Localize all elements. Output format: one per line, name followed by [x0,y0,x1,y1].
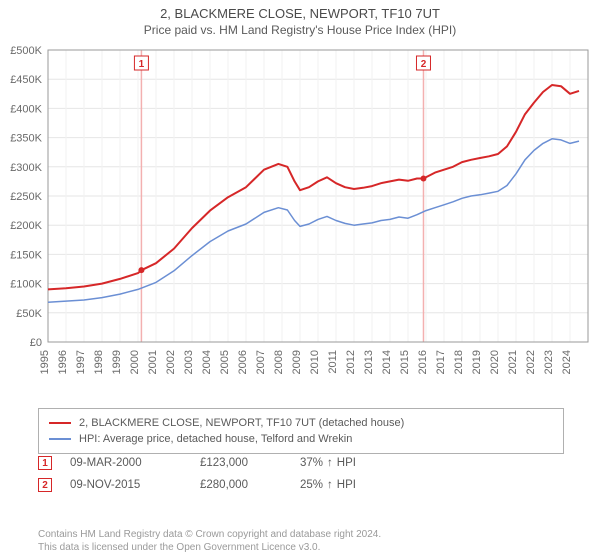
x-tick-label: 2006 [237,350,249,374]
legend-label: 2, BLACKMERE CLOSE, NEWPORT, TF10 7UT (d… [79,417,404,429]
x-tick-label: 2024 [561,350,573,374]
x-tick-label: 2001 [147,350,159,374]
attribution-line-2: This data is licensed under the Open Gov… [38,541,381,554]
x-tick-label: 2005 [219,350,231,374]
y-tick-label: £200K [10,220,42,232]
x-tick-label: 2008 [273,350,285,374]
legend-swatch [49,438,71,440]
marker-price: £123,000 [200,457,300,469]
x-tick-label: 2015 [399,350,411,374]
chart-svg: £0 £50K £100K £150K £200K £250K £300K £350K £400… [0,42,600,402]
chart-title: 2, BLACKMERE CLOSE, NEWPORT, TF10 7UT [0,0,600,21]
x-tick-label: 2011 [327,350,339,374]
y-tick-label: £300K [10,162,42,174]
x-tick-label: 2002 [165,350,177,374]
x-tick-label: 2007 [255,350,267,374]
marker-table: 1 09-MAR-2000£123,00037%↑HPI 2 09-NOV-2015£… [38,452,380,496]
x-tick-label: 2018 [453,350,465,374]
legend-label: HPI: Average price, detached house, Telf… [79,433,352,445]
x-tick-label: 2020 [489,350,501,374]
x-tick-label: 2003 [183,350,195,374]
y-tick-label: £500K [10,45,42,57]
x-tick-label: 2014 [381,350,393,374]
marker-id-box: 1 [38,456,52,470]
chart-area: £0 £50K £100K £150K £200K £250K £300K £350K £400… [0,42,600,402]
x-tick-label: 1995 [39,350,51,374]
marker-dot [420,175,426,181]
x-tick-label: 1998 [93,350,105,374]
marker-date: 09-NOV-2015 [70,479,200,491]
x-tick-label: 2009 [291,350,303,374]
chart-subtitle: Price paid vs. HM Land Registry's House … [0,21,600,43]
x-tick-label: 2012 [345,350,357,374]
y-tick-label: £350K [10,133,42,145]
x-tick-label: 2010 [309,350,321,374]
y-tick-label: £0 [30,337,42,349]
y-tick-label: £400K [10,103,42,115]
series-hpi [48,139,579,302]
marker-dot [138,267,144,273]
x-tick-label: 2013 [363,350,375,374]
y-tick-label: £150K [10,249,42,261]
x-tick-label: 1996 [57,350,69,374]
legend: 2, BLACKMERE CLOSE, NEWPORT, TF10 7UT (d… [38,408,564,454]
marker-table-row: 2 09-NOV-2015£280,00025%↑HPI [38,474,380,496]
up-arrow-icon: ↑ [327,479,333,491]
x-tick-label: 1997 [75,350,87,374]
y-tick-label: £450K [10,74,42,86]
x-tick-label: 2017 [435,350,447,374]
y-tick-label: £50K [16,308,42,320]
marker-date: 09-MAR-2000 [70,457,200,469]
marker-box-label: 1 [139,59,145,70]
legend-row: HPI: Average price, detached house, Telf… [49,431,553,447]
legend-row: 2, BLACKMERE CLOSE, NEWPORT, TF10 7UT (d… [49,415,553,431]
marker-table-row: 1 09-MAR-2000£123,00037%↑HPI [38,452,380,474]
up-arrow-icon: ↑ [327,457,333,469]
x-tick-label: 2019 [471,350,483,374]
x-tick-label: 2022 [525,350,537,374]
series-property [48,85,579,289]
attribution: Contains HM Land Registry data © Crown c… [38,528,381,554]
x-tick-label: 2016 [417,350,429,374]
x-tick-label: 2023 [543,350,555,374]
attribution-line-1: Contains HM Land Registry data © Crown c… [38,528,381,541]
x-tick-label: 2000 [129,350,141,374]
marker-id-box: 2 [38,478,52,492]
x-tick-label: 2004 [201,350,213,374]
legend-swatch [49,422,71,424]
marker-pct: 25%↑HPI [300,479,380,491]
marker-price: £280,000 [200,479,300,491]
x-tick-label: 2021 [507,350,519,374]
y-tick-label: £250K [10,191,42,203]
x-tick-label: 1999 [111,350,123,374]
marker-box-label: 2 [421,59,427,70]
y-tick-label: £100K [10,279,42,291]
marker-pct: 37%↑HPI [300,457,380,469]
